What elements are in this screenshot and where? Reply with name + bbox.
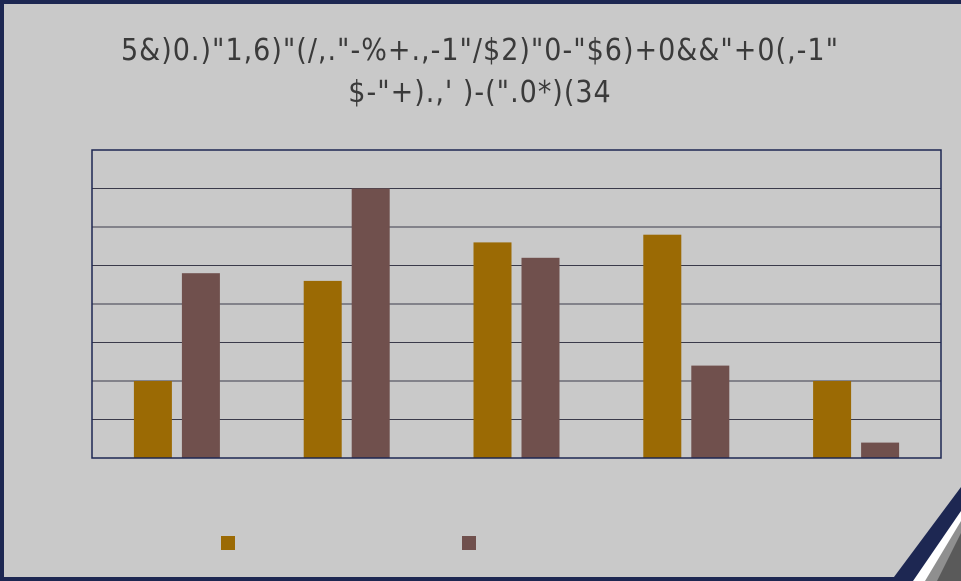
bar-series-2-item-5 [861,442,900,458]
plot-area-border [91,149,942,459]
chart-title: 5&)0.)"1,6)"(/,."-%+.,-1"/$2)"0-"$6)+0&&… [0,30,961,114]
bar-series-2-item-2 [351,188,390,458]
bar-series-1-item-1 [133,381,172,458]
bar-series-1-item-3 [473,242,512,458]
bar-series-2-item-3 [521,257,560,458]
bar-series-1-item-2 [303,280,342,458]
legend-swatch-series-1 [221,536,235,550]
bar-series-2-item-4 [691,365,730,458]
chart-title-line-1: 5&)0.)"1,6)"(/,."-%+.,-1"/$2)"0-"$6)+0&&… [121,33,839,68]
bar-series-1-item-4 [643,234,682,458]
chart-title-line-2: $-"+).,' )-(".0*)(34 [348,75,612,110]
legend-swatch-series-2 [462,536,476,550]
bar-series-1-item-5 [813,381,852,458]
page-curl-decoration [891,487,961,581]
bar-series-2-item-1 [181,273,220,458]
